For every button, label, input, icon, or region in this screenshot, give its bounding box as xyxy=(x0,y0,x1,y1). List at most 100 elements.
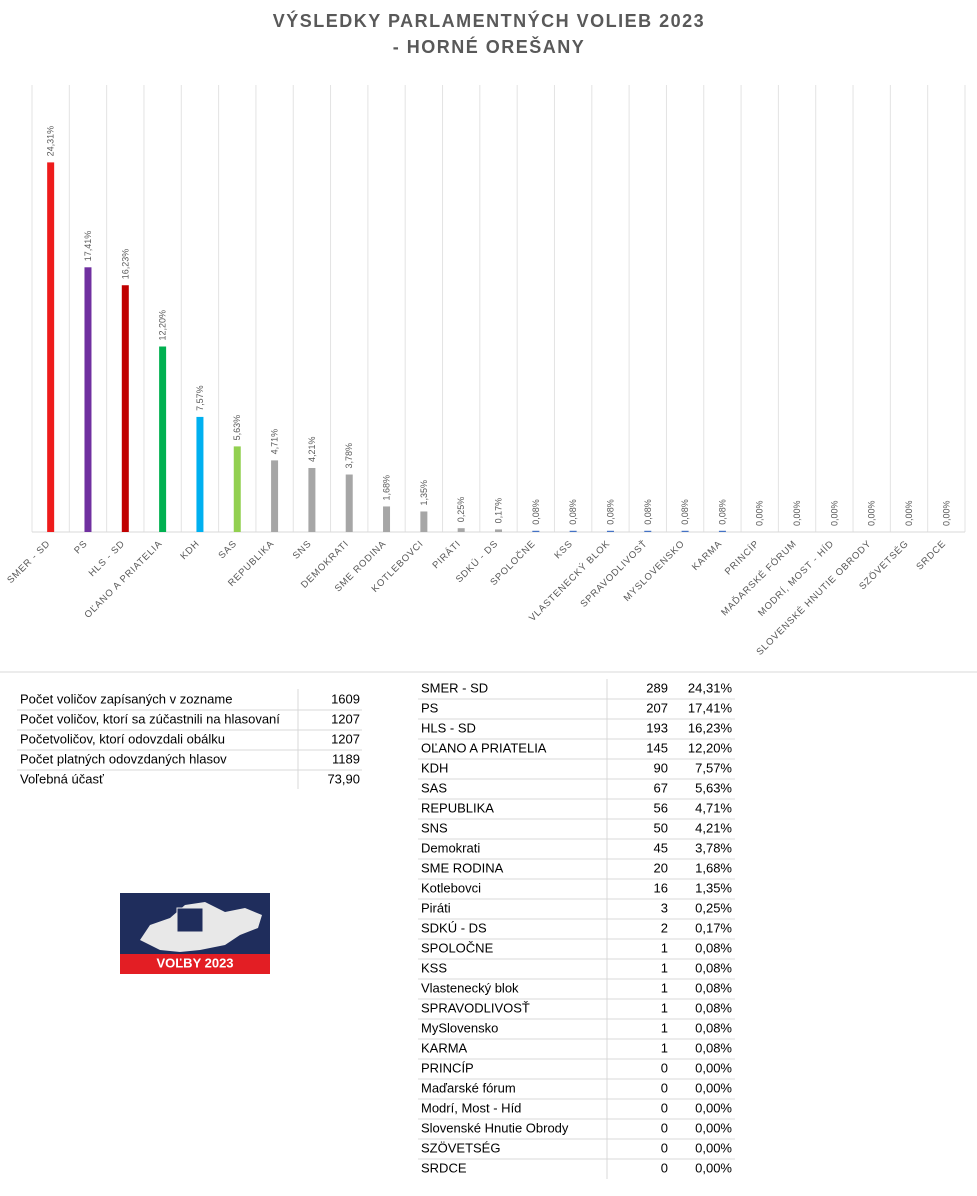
party-percent: 0,08% xyxy=(695,960,732,975)
bar xyxy=(84,267,92,532)
bar xyxy=(271,460,279,532)
x-tick-label: MODRÍ, MOST - HÍD xyxy=(756,538,836,618)
bar xyxy=(345,474,353,532)
bar xyxy=(121,285,129,532)
x-tick-label: PS xyxy=(72,538,90,556)
party-name: Slovenské Hnutie Obrody xyxy=(421,1120,569,1135)
party-percent: 0,00% xyxy=(695,1060,732,1075)
party-percent: 0,00% xyxy=(695,1160,732,1175)
party-votes: 1 xyxy=(661,1040,668,1055)
party-votes: 289 xyxy=(646,680,668,695)
party-votes: 1 xyxy=(661,980,668,995)
data-label: 0,08% xyxy=(643,499,653,525)
stats-value: 1189 xyxy=(332,751,360,766)
party-votes: 16 xyxy=(654,880,668,895)
party-votes: 50 xyxy=(654,820,668,835)
logo-strip xyxy=(120,954,270,974)
party-name: KSS xyxy=(421,960,447,975)
party-votes: 0 xyxy=(661,1120,668,1135)
bar xyxy=(233,446,241,532)
bar xyxy=(606,530,614,532)
stats-value: 1609 xyxy=(331,691,360,706)
bar xyxy=(159,346,167,532)
party-percent: 0,00% xyxy=(695,1080,732,1095)
bar xyxy=(47,162,55,532)
party-percent: 5,63% xyxy=(695,780,732,795)
party-name: OĽANO A PRIATELIA xyxy=(421,740,547,755)
party-votes: 0 xyxy=(661,1060,668,1075)
party-votes: 207 xyxy=(646,700,668,715)
party-percent: 24,31% xyxy=(688,680,733,695)
data-label: 0,00% xyxy=(792,500,802,526)
data-label: 0,08% xyxy=(717,499,727,525)
party-name: SRDCE xyxy=(421,1160,467,1175)
party-percent: 0,08% xyxy=(695,1000,732,1015)
party-percent: 0,00% xyxy=(695,1120,732,1135)
x-tick-label: MAĎARSKÉ FÓRUM xyxy=(719,538,799,618)
logo: VOĽBY 2023 xyxy=(120,893,270,974)
party-percent: 1,68% xyxy=(695,860,732,875)
party-votes: 193 xyxy=(646,720,668,735)
party-votes: 3 xyxy=(661,900,668,915)
party-name: REPUBLIKA xyxy=(421,800,494,815)
data-label: 0,00% xyxy=(867,500,877,526)
bar xyxy=(383,506,391,532)
party-name: PRINCÍP xyxy=(421,1060,474,1075)
data-label: 7,57% xyxy=(195,385,205,411)
party-votes: 1 xyxy=(661,940,668,955)
bar xyxy=(196,416,204,532)
data-label: 0,08% xyxy=(680,499,690,525)
x-tick-label: KSS xyxy=(552,538,575,561)
party-votes: 0 xyxy=(661,1100,668,1115)
party-votes: 56 xyxy=(654,800,668,815)
data-label: 1,68% xyxy=(382,475,392,501)
party-name: KDH xyxy=(421,760,448,775)
party-percent: 12,20% xyxy=(688,740,733,755)
x-tick-label: SRDCE xyxy=(914,538,948,572)
stats-label: Početvoličov, ktorí odovzdali obálku xyxy=(20,731,225,746)
data-label: 0,08% xyxy=(568,499,578,525)
x-tick-label: OĽANO A PRIATELIA xyxy=(83,538,165,620)
chart-title: VÝSLEDKY PARLAMENTNÝCH VOLIEB 2023 xyxy=(273,10,705,31)
bar xyxy=(495,529,502,532)
x-tick-label: PRINCÍP xyxy=(723,538,762,577)
logo-text: VOĽBY 2023 xyxy=(156,955,233,970)
x-tick-label: KDH xyxy=(178,538,202,562)
party-name: SME RODINA xyxy=(421,860,504,875)
data-label: 0,17% xyxy=(494,498,504,524)
x-tick-label: KARMA xyxy=(690,538,725,573)
party-votes: 1 xyxy=(661,960,668,975)
party-name: Maďarské fórum xyxy=(421,1080,516,1095)
party-votes: 1 xyxy=(661,1000,668,1015)
party-name: SAS xyxy=(421,780,447,795)
x-tick-label: PIRÁTI xyxy=(430,538,463,571)
party-name: KARMA xyxy=(421,1040,468,1055)
party-votes: 20 xyxy=(654,860,668,875)
party-percent: 17,41% xyxy=(688,700,733,715)
stats-label: Počet voličov, ktorí sa zúčastnili na hl… xyxy=(20,711,280,726)
party-percent: 16,23% xyxy=(688,720,733,735)
party-name: Kotlebovci xyxy=(421,880,481,895)
party-votes: 90 xyxy=(654,760,668,775)
data-label: 24,31% xyxy=(46,126,56,157)
party-name: PS xyxy=(421,700,439,715)
data-label: 17,41% xyxy=(83,231,93,262)
bar xyxy=(718,530,726,532)
party-name: SNS xyxy=(421,820,448,835)
party-percent: 4,21% xyxy=(695,820,732,835)
party-name: SMER - SD xyxy=(421,680,488,695)
data-label: 12,20% xyxy=(158,310,168,341)
party-percent: 0,08% xyxy=(695,1040,732,1055)
party-percent: 0,08% xyxy=(695,940,732,955)
bar xyxy=(569,530,577,532)
party-name: HLS - SD xyxy=(421,720,476,735)
party-percent: 7,57% xyxy=(695,760,732,775)
party-percent: 3,78% xyxy=(695,840,732,855)
party-name: Vlastenecký blok xyxy=(421,980,519,995)
party-name: SPOLOČNE xyxy=(421,940,494,955)
stats-label: Voľebná účasť xyxy=(20,771,104,786)
data-label: 4,21% xyxy=(307,436,317,462)
party-percent: 1,35% xyxy=(695,880,732,895)
party-percent: 4,71% xyxy=(695,800,732,815)
